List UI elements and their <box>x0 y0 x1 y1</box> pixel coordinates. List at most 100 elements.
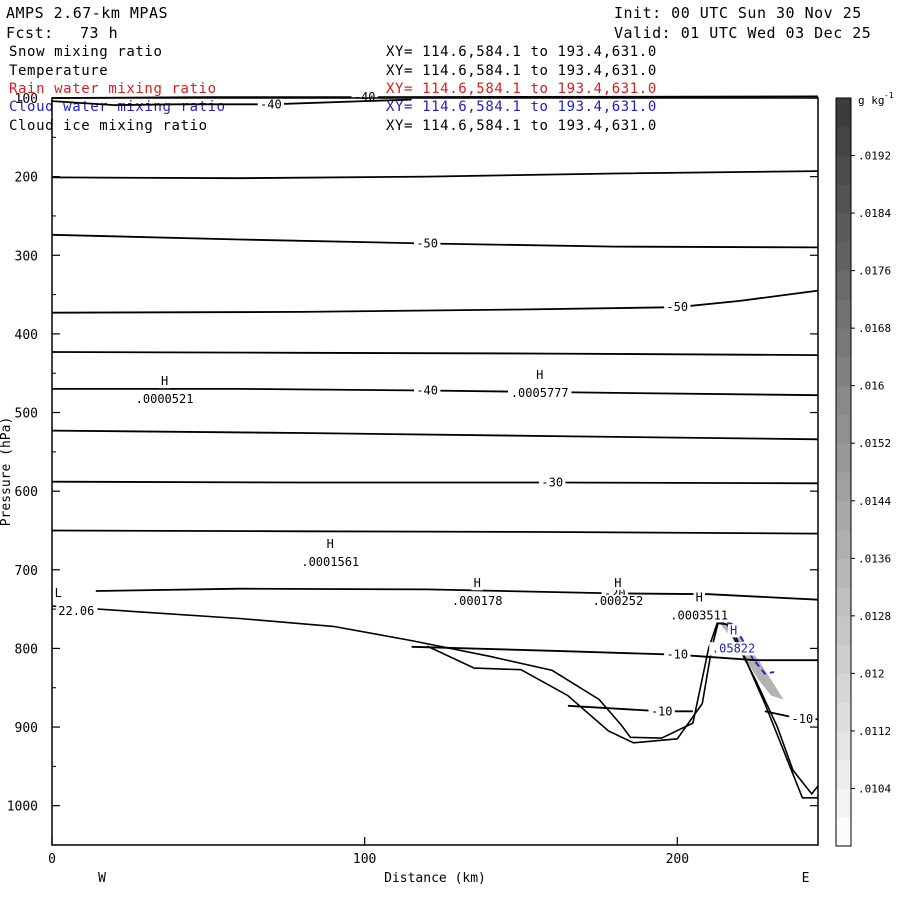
maximum-marker: H <box>696 590 703 604</box>
west-label: W <box>98 871 106 886</box>
colorbar-swatch <box>836 414 851 444</box>
colorbar-swatch <box>836 241 851 272</box>
maximum-marker: H <box>161 374 168 388</box>
y-tick-label: 700 <box>15 564 38 579</box>
maximum-value-bg <box>449 595 506 609</box>
colorbar-swatch <box>836 155 851 185</box>
model-title: AMPS 2.67-km MPAS <box>6 4 169 22</box>
y-tick-label: 300 <box>15 249 38 264</box>
colorbar-swatch <box>836 730 851 761</box>
maximum-marker-bg <box>471 577 483 591</box>
field-xy: XY= 114.6,584.1 to 193.4,631.0 <box>386 99 657 115</box>
y-tick-label: 500 <box>15 407 38 422</box>
colorbar-swatch <box>836 817 851 847</box>
maximum-marker: H <box>474 576 481 590</box>
maximum-marker: H <box>327 537 334 551</box>
contour-label: -50 <box>416 236 438 250</box>
colorbar-swatch <box>836 587 851 617</box>
maximum-value-bg <box>667 609 731 623</box>
y-tick-label: 900 <box>15 721 38 736</box>
field-xy: XY= 114.6,584.1 to 193.4,631.0 <box>386 63 657 79</box>
contour-label: -40 <box>416 384 438 398</box>
colorbar-swatch <box>836 558 851 588</box>
colorbar-tick-label: .0168 <box>858 322 891 335</box>
contour-label-bg <box>648 705 675 719</box>
maximum-value-bg <box>132 392 197 407</box>
contour-label-bg <box>257 98 285 112</box>
colorbar-swatch <box>836 126 851 157</box>
maximum-value: .0005777 <box>511 386 569 400</box>
contour-label: -10 <box>651 704 673 718</box>
maximum-marker-bg <box>158 374 171 389</box>
temperature-contour <box>51 351 819 356</box>
colorbar-tick-label: .016 <box>858 380 885 393</box>
contour-label-bg <box>664 300 691 315</box>
colorbar-frame <box>835 97 852 847</box>
valid-time: Valid: 01 UTC Wed 03 Dec 25 <box>614 24 872 42</box>
temperature-contour <box>51 170 819 180</box>
contour-label-bg <box>789 712 816 727</box>
colorbar-swatch <box>836 443 851 473</box>
colorbar-swatch <box>836 356 851 387</box>
field-xy: XY= 114.6,584.1 to 193.4,631.0 <box>386 44 657 60</box>
colorbar-swatch <box>836 702 851 732</box>
field-xy: XY= 114.6,584.1 to 193.4,631.0 <box>386 81 657 97</box>
maximum-marker: H <box>536 368 543 382</box>
colorbar-swatch <box>836 673 851 703</box>
x-tick-label: 200 <box>666 852 689 867</box>
field-name: Rain water mixing ratio <box>9 81 217 97</box>
colorbar-swatch <box>836 529 851 559</box>
colorbar-swatch <box>836 500 851 531</box>
maximum-value: .0000521 <box>136 392 194 406</box>
contour-label: -30 <box>541 476 563 490</box>
y-tick-label: 400 <box>15 328 38 343</box>
colorbar-swatch <box>836 98 851 128</box>
colorbar-swatch <box>836 213 851 243</box>
maximum-marker: H <box>614 576 621 590</box>
colorbar-tick-label: .0128 <box>858 610 891 623</box>
colorbar-swatch <box>836 615 851 646</box>
y-tick-label: 100 <box>15 92 38 107</box>
colorbar-units: g kg <box>858 94 885 107</box>
forecast-hours: 73 h <box>80 24 119 42</box>
colorbar-swatch <box>836 328 851 358</box>
y-tick-label: 600 <box>15 485 38 500</box>
colorbar-swatch <box>836 472 851 502</box>
y-tick-label: 800 <box>15 642 38 657</box>
minimum-value: 22.06 <box>58 604 94 618</box>
maximum-marker: H <box>730 623 737 637</box>
maximum-value-bg <box>709 642 758 656</box>
temperature-contour <box>51 289 819 314</box>
temperature-contour <box>51 480 819 485</box>
colorbar-swatch <box>836 385 851 415</box>
contour-label: -40 <box>260 97 282 111</box>
contour-label: -10 <box>792 712 814 726</box>
maximum-value-bg <box>589 595 646 609</box>
minimum-value-bg <box>56 604 98 619</box>
y-axis-label: Pressure (hPa) <box>0 417 14 527</box>
contour-label: -50 <box>666 300 688 314</box>
maximum-marker-bg <box>324 537 336 551</box>
temperature-contour <box>51 429 819 441</box>
terrain-line <box>426 622 818 799</box>
field-name: Cloud ice mixing ratio <box>9 118 208 134</box>
colorbar-swatch <box>836 644 851 674</box>
colorbar-tick-label: .012 <box>858 667 885 680</box>
maximum-marker-bg <box>693 591 705 605</box>
y-tick-label: 200 <box>15 171 38 186</box>
contour-label-bg <box>539 476 566 490</box>
colorbar-tick-label: .0144 <box>858 495 891 508</box>
colorbar-tick-label: .0136 <box>858 552 891 565</box>
east-label: E <box>802 871 810 886</box>
x-tick-label: 0 <box>48 852 56 867</box>
maximum-value: .0001561 <box>301 555 359 569</box>
field-name: Temperature <box>9 63 109 79</box>
forecast-label: Fcst: <box>6 24 54 42</box>
temperature-contour <box>51 529 819 535</box>
contour-label-bg <box>414 384 441 398</box>
contour-label-bg <box>414 237 441 251</box>
colorbar-swatch <box>836 270 851 300</box>
temperature-contour <box>95 587 819 601</box>
colorbar-tick-label: .0192 <box>858 150 891 163</box>
